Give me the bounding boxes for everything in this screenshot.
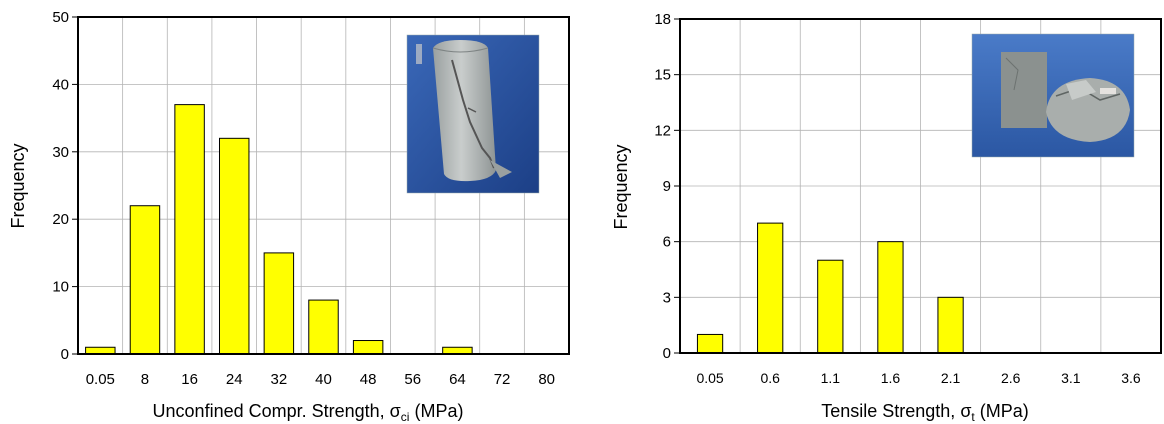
chart-1-bar-16 bbox=[174, 104, 205, 355]
chart-1-inset-photo bbox=[406, 34, 540, 194]
chart-1-bar-48 bbox=[352, 340, 384, 355]
chart-2-x-tick-label: 1.6 bbox=[881, 370, 901, 386]
chart-2-bar-1_6 bbox=[877, 241, 904, 354]
chart-1-x-tick-label: 72 bbox=[494, 371, 511, 388]
chart-1-bar-64 bbox=[442, 346, 473, 355]
chart-1-x-tick-label: 16 bbox=[181, 371, 198, 388]
chart-2-x-tick-label: 2.1 bbox=[941, 370, 961, 386]
chart-1-x-tick-label: 0.05 bbox=[86, 371, 115, 388]
chart-2-bars bbox=[696, 222, 964, 354]
chart-1-x-axis-title: Unconfined Compr. Strength, σci (MPa) bbox=[153, 401, 464, 424]
chart-2-bar-0_05 bbox=[696, 333, 724, 354]
chart-1-x-tick-label: 48 bbox=[360, 371, 377, 388]
chart-1-y-axis-title: Frequency bbox=[8, 143, 28, 228]
chart-1-y-tick-label: 50 bbox=[52, 9, 69, 26]
chart-1: 0 10 20 30 40 50 0.05 8 16 24 32 40 48 56 64 72 80 Freq… bbox=[8, 9, 570, 424]
chart-2-y-tick-label: 3 bbox=[663, 289, 671, 306]
chart-1-bars bbox=[85, 104, 473, 355]
chart-2-y-tick-label: 0 bbox=[663, 345, 671, 362]
chart-1-x-tick-label: 56 bbox=[404, 371, 421, 388]
chart-1-bar-8 bbox=[129, 205, 161, 355]
chart-2-x-tick-label: 2.6 bbox=[1001, 370, 1021, 386]
chart-1-bar-32 bbox=[263, 252, 295, 355]
chart-1-bar-40 bbox=[308, 299, 339, 355]
chart-1-y-tick-label: 30 bbox=[52, 144, 69, 161]
chart-1-x-axis: 0.05 8 16 24 32 40 48 56 64 72 80 bbox=[86, 371, 555, 388]
chart-1-y-tick-label: 40 bbox=[52, 76, 69, 93]
chart-2-y-tick-label: 15 bbox=[654, 67, 671, 84]
chart-1-y-tick-label: 0 bbox=[61, 346, 69, 363]
chart-2: 0 3 6 9 12 15 18 0.05 0.6 1.1 1.6 2.1 2.6 3.1 3.6 Fre… bbox=[611, 11, 1162, 424]
chart-1-x-tick-label: 24 bbox=[226, 371, 243, 388]
chart-1-bar-24 bbox=[218, 137, 250, 355]
chart-2-bar-1_1 bbox=[817, 259, 844, 354]
chart-2-x-axis-title: Tensile Strength, σt (MPa) bbox=[821, 401, 1029, 424]
chart-1-x-tick-label: 40 bbox=[315, 371, 332, 388]
chart-1-plot-frame bbox=[77, 16, 570, 355]
chart-2-bar-2_1 bbox=[937, 296, 964, 354]
chart-2-x-tick-label: 0.05 bbox=[696, 370, 723, 386]
chart-1-x-tick-label: 32 bbox=[271, 371, 288, 388]
chart-2-y-axis: 0 3 6 9 12 15 18 bbox=[654, 11, 680, 362]
chart-2-y-tick-label: 9 bbox=[663, 178, 671, 195]
chart-1-x-tick-label: 8 bbox=[141, 371, 149, 388]
chart-1-y-tick-label: 20 bbox=[52, 211, 69, 228]
chart-1-y-axis: 0 10 20 30 40 50 bbox=[52, 9, 78, 363]
chart-2-x-axis: 0.05 0.6 1.1 1.6 2.1 2.6 3.1 3.6 bbox=[696, 370, 1140, 386]
chart-1-x-tick-label: 80 bbox=[538, 371, 555, 388]
chart-2-y-axis-title: Frequency bbox=[611, 144, 631, 229]
chart-2-y-tick-label: 6 bbox=[663, 234, 671, 251]
chart-2-inset-photo bbox=[971, 33, 1135, 158]
chart-2-y-tick-label: 12 bbox=[654, 122, 671, 139]
chart-2-bar-0_6 bbox=[757, 222, 784, 354]
chart-1-bar-0_05 bbox=[85, 346, 116, 355]
chart-2-x-tick-label: 3.6 bbox=[1121, 370, 1141, 386]
chart-2-y-tick-label: 18 bbox=[654, 11, 671, 28]
chart-1-y-tick-label: 10 bbox=[52, 279, 69, 296]
chart-1-x-tick-label: 64 bbox=[449, 371, 466, 388]
chart-2-x-tick-label: 1.1 bbox=[821, 370, 841, 386]
chart-2-x-tick-label: 3.1 bbox=[1061, 370, 1081, 386]
chart-2-x-tick-label: 0.6 bbox=[760, 370, 780, 386]
